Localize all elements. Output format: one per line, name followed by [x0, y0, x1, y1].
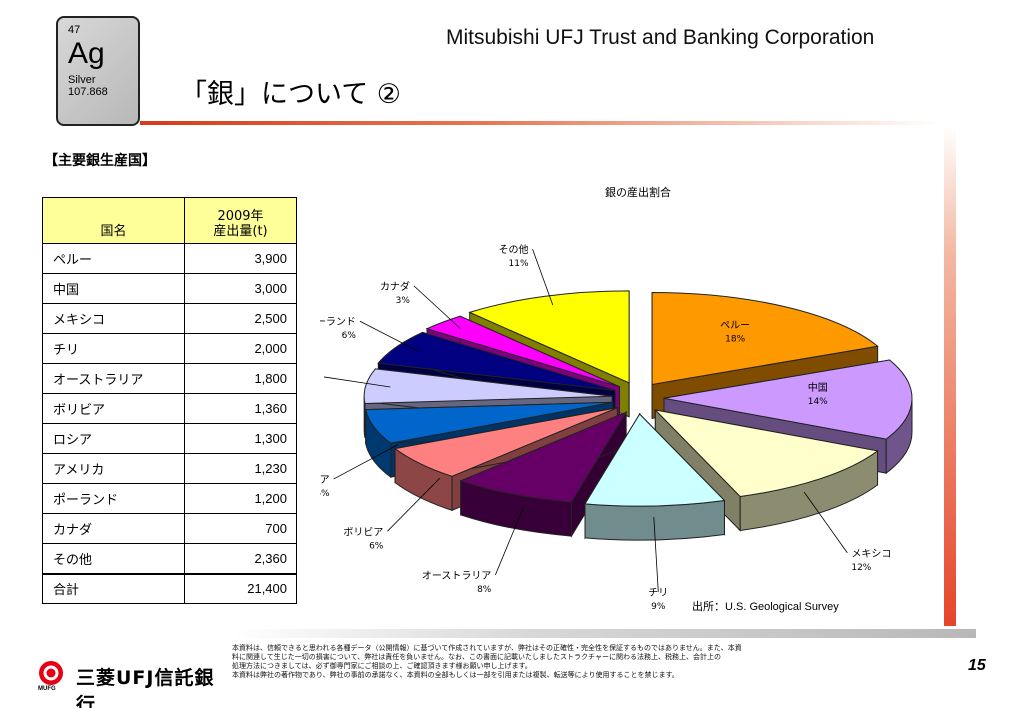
mufg-logo-icon: [39, 661, 63, 685]
country-name: カナダ: [42, 513, 185, 544]
table-row: メキシコ 2,500: [42, 303, 297, 334]
table-row: その他 2,360: [42, 543, 297, 574]
disclaimer-line: 処理方法につきましては、必ず御専門家にご相談の上、ご確認頂きます様お願い申し上げ…: [232, 662, 532, 670]
logo-caption: MUFG: [38, 686, 56, 692]
output-value: 2,360: [184, 543, 297, 574]
table-row: ポーランド 1,200: [42, 483, 297, 514]
table-total-row: 合計 21,400: [42, 572, 297, 604]
source-note: 出所：U.S. Geological Survey: [692, 601, 839, 613]
slice-name-label: ポーランド: [320, 316, 356, 328]
pie-slice: [459, 410, 628, 538]
slice-name-label: カナダ: [380, 280, 410, 293]
country-name: その他: [42, 543, 185, 574]
slice-name-label: ボリビア: [343, 526, 383, 538]
country-name: ロシア: [42, 423, 185, 454]
output-value: 700: [184, 513, 297, 544]
header-unit: 産出量(t): [213, 224, 268, 239]
header-country: 国名: [42, 197, 185, 244]
slice-name-label: ペルー: [720, 320, 750, 331]
leader-line: [532, 249, 554, 306]
output-value: 2,500: [184, 303, 297, 334]
header-output: 2009年 産出量(t): [184, 197, 297, 244]
element-name: Silver: [68, 74, 96, 86]
title-underline: [140, 121, 940, 125]
slice-pct-label: 3%: [396, 296, 411, 306]
country-name: アメリカ: [42, 453, 185, 484]
slice-name-label: その他: [499, 243, 529, 256]
slice-pct-label: 6%: [369, 541, 384, 551]
page-number: 15: [968, 657, 986, 674]
disclaimer-line: 本資料は弊社の著作物であり、弊社の事前の承諾なく、本資料の全部もしくは一部を引用…: [232, 671, 679, 679]
slice-pct-label: 14%: [808, 397, 828, 407]
country-name: ポーランド: [42, 483, 185, 514]
table-row: ロシア 1,300: [42, 423, 297, 454]
slice-name-label: ロシア: [320, 475, 330, 486]
side-accent-bar: [944, 126, 956, 626]
chart-title: 銀の産出割合: [605, 185, 671, 199]
slice-pct-label: 9%: [651, 602, 666, 610]
slice-pct-label: 6%: [342, 331, 357, 341]
disclaimer: 本資料は、信頼できると思われる各種データ（公開情報）に基づいて作成されていますが…: [232, 644, 862, 680]
table-row: ボリビア 1,360: [42, 393, 297, 424]
header-year: 2009年: [217, 209, 264, 224]
output-value: 1,360: [184, 393, 297, 424]
output-value: 2,000: [184, 333, 297, 364]
table-row: オーストラリア 1,800: [42, 363, 297, 394]
table-row: チリ 2,000: [42, 333, 297, 364]
country-name: ペルー: [42, 243, 185, 274]
leader-line: [803, 491, 848, 554]
output-value: 3,900: [184, 243, 297, 274]
disclaimer-line: 本資料は、信頼できると思われる各種データ（公開情報）に基づいて作成されていますが…: [232, 644, 742, 652]
footer-bar: [232, 629, 976, 638]
element-symbol: Ag: [68, 37, 105, 70]
slice-name-label: オーストラリア: [422, 570, 492, 582]
country-name: 合計: [42, 572, 185, 604]
slice-pct-label: 18%: [725, 334, 745, 344]
output-value: 21,400: [184, 572, 297, 604]
slice-pct-label: 8%: [477, 585, 492, 595]
country-name: オーストラリア: [42, 363, 185, 394]
output-value: 1,230: [184, 453, 297, 484]
output-value: 1,300: [184, 423, 297, 454]
leader-line: [387, 478, 440, 532]
pie-chart: 銀の産出割合ペルー 18% 中国 14% メキシコ 12% チリ 9% オーストラリア 8% ボリビ…: [320, 170, 960, 610]
table-row: 中国 3,000: [42, 273, 297, 304]
country-name: ボリビア: [42, 393, 185, 424]
slice-name-label: メキシコ: [851, 549, 891, 560]
leader-line: [494, 506, 525, 576]
leader-line: [653, 517, 659, 592]
table-row: カナダ 700: [42, 513, 297, 544]
slice-pct-label: 6%: [320, 489, 330, 499]
pie-slice: [584, 412, 726, 541]
leader-line: [413, 285, 461, 329]
element-card: 47 Ag Silver 107.868: [56, 16, 140, 126]
slice-name-label: チリ: [648, 587, 668, 599]
table-header-row: 国名 2009年 産出量(t): [42, 197, 297, 244]
company-logo: MUFG 三菱UFJ信託銀行: [36, 660, 226, 708]
atomic-number: 47: [68, 24, 81, 36]
disclaimer-line: 料に関連して生じた一切の損害について、弊社は責任を負いません。なお、この書面に記…: [232, 653, 721, 661]
output-value: 3,000: [184, 273, 297, 304]
leader-line: [359, 320, 419, 352]
section-heading: 【主要銀生産国】: [44, 153, 156, 169]
slice-pct-label: 12%: [851, 563, 871, 573]
country-name: 中国: [42, 273, 185, 304]
production-table: 国名 2009年 産出量(t) ペルー 3,900 中国 3,000 メキシコ 2,500…: [42, 197, 297, 604]
logo-text: 三菱UFJ信託銀行: [76, 667, 215, 708]
atomic-weight: 107.868: [68, 86, 108, 98]
country-name: チリ: [42, 333, 185, 364]
company-name: Mitsubishi UFJ Trust and Banking Corpora…: [446, 26, 875, 49]
leader-line: [333, 444, 398, 480]
slice-pct-label: 11%: [509, 259, 529, 269]
leader-line: [323, 376, 391, 388]
slice-name-label: 中国: [808, 381, 828, 394]
slide-title: 「銀」について ②: [180, 79, 401, 110]
country-name: メキシコ: [42, 303, 185, 334]
output-value: 1,200: [184, 483, 297, 514]
table-row: ペルー 3,900: [42, 243, 297, 274]
output-value: 1,800: [184, 363, 297, 394]
table-row: アメリカ 1,230: [42, 453, 297, 484]
